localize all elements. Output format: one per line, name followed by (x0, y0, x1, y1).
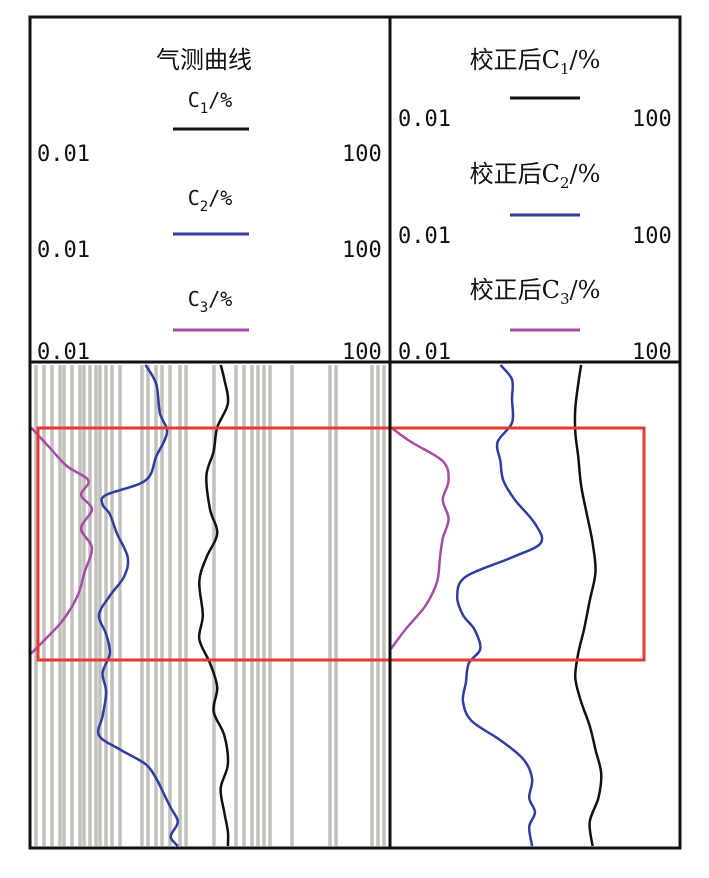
left-track-grid (34, 365, 386, 846)
left-c2-min: 0.01 (37, 238, 90, 263)
left-c2-max: 100 (342, 238, 382, 263)
left-key-c2-label: C2/% (188, 186, 233, 215)
left-key-c1: C1/% (173, 88, 249, 131)
left-c1-curve (197, 364, 230, 847)
right-c2-min: 0.01 (398, 224, 451, 249)
right-key-c3: 校正后C3/% (470, 276, 601, 332)
left-c1-max: 100 (342, 142, 382, 167)
right-c3-curve (389, 426, 450, 650)
left-key-c2: C2/% (173, 186, 249, 236)
right-c1-max: 100 (632, 107, 672, 132)
right-key-c3-label: 校正后C3/% (470, 276, 601, 308)
right-c2-max: 100 (632, 224, 672, 249)
left-c3-curve (30, 426, 94, 655)
frame (28, 15, 682, 850)
left-key-c3-label: C3/% (188, 287, 233, 316)
right-c1-curve (573, 364, 603, 847)
right-key-c1-label: 校正后C1/% (470, 46, 601, 78)
outer-border (28, 15, 682, 850)
right-key-c2-label: 校正后C2/% (470, 160, 601, 192)
left-c1-min: 0.01 (37, 142, 90, 167)
right-c2-curve (455, 364, 544, 847)
left-title: 气测曲线 (156, 46, 252, 74)
highlight-box (36, 426, 646, 662)
right-key-c2: 校正后C2/% (470, 160, 601, 217)
curves (30, 364, 603, 847)
left-c2-curve (96, 364, 180, 847)
right-key-c1: 校正后C1/% (470, 46, 601, 100)
right-c1-min: 0.01 (398, 107, 451, 132)
left-key-c3: C3/% (173, 287, 249, 332)
left-key-c1-label: C1/% (188, 88, 233, 117)
